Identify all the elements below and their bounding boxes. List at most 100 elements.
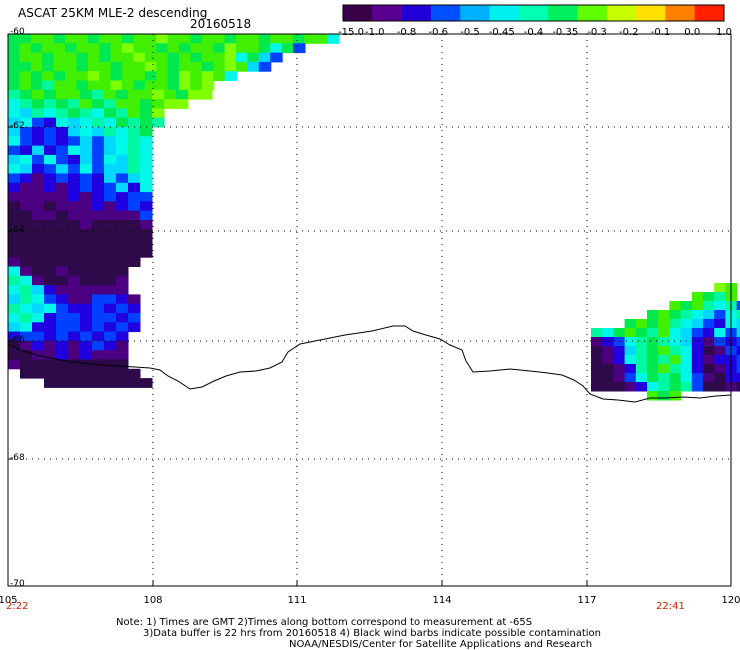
colorbar-swatch <box>489 5 520 21</box>
swath-cell <box>116 331 129 342</box>
swath-cell <box>32 164 45 174</box>
swath-cell <box>99 43 112 54</box>
swath-cell <box>293 43 306 54</box>
swath-cell <box>56 201 69 212</box>
swath-cell <box>80 313 93 323</box>
colorbar-swatch <box>401 5 432 21</box>
swath-cell <box>104 322 117 333</box>
swath-cell <box>68 89 81 100</box>
swath-cell <box>167 61 181 72</box>
swath-cell <box>122 61 135 72</box>
swath-cell <box>32 173 45 184</box>
swath-cell <box>53 34 67 44</box>
swath-cell <box>140 229 153 240</box>
lat-label: -68 <box>10 453 25 463</box>
swath-cell <box>44 192 57 202</box>
swath-cell <box>80 359 93 370</box>
swath-cell <box>42 71 55 81</box>
colorbar-swatch <box>665 5 696 21</box>
swath-cell <box>8 247 21 258</box>
swath-cell <box>8 173 21 184</box>
swath-cell <box>213 71 226 81</box>
swath-cell <box>736 310 740 320</box>
swath-cell <box>116 285 129 295</box>
swath-cell <box>179 43 192 54</box>
swath-cell <box>128 313 141 323</box>
swath-cell <box>669 310 682 320</box>
swath-cell <box>190 34 203 44</box>
swath-cell <box>44 99 57 109</box>
swath-cell <box>116 192 129 202</box>
colorbar-label: -0.45 <box>489 27 515 38</box>
swath-cell <box>68 331 81 342</box>
footnote-line-3: NOAA/NESDIS/Center for Satellite Applica… <box>289 639 593 650</box>
swath-cell <box>201 61 215 72</box>
swath-cell <box>647 319 659 329</box>
swath-cell <box>92 257 105 267</box>
swath-cell <box>647 382 659 392</box>
swath-cell <box>140 136 153 147</box>
swath-cell <box>104 164 117 174</box>
swath-cell <box>56 117 69 128</box>
swath-cell <box>104 201 117 212</box>
swath-cell <box>128 220 141 230</box>
swath-cell <box>736 373 740 383</box>
swath-cell <box>635 382 648 392</box>
swath-cell <box>68 145 81 156</box>
swath-cell <box>156 52 169 63</box>
swath-cell <box>42 80 55 91</box>
swath-cell <box>647 391 659 401</box>
swath-cell <box>714 382 726 392</box>
swath-cell <box>80 285 93 295</box>
swath-cell <box>44 303 57 314</box>
lon-label: 120 <box>721 595 740 606</box>
colorbar-label: 1.0 <box>716 27 732 38</box>
swath-cell <box>20 238 33 249</box>
swath-cell <box>703 346 715 356</box>
swath-cell <box>32 266 45 277</box>
swath-cell <box>53 61 67 72</box>
swath-cell <box>116 313 129 323</box>
swath-cell <box>116 294 129 305</box>
swath-cell <box>104 303 117 314</box>
swath-cell <box>32 303 45 314</box>
swath-cell <box>104 136 117 147</box>
swath-cell <box>44 89 57 100</box>
swath-cell <box>624 337 637 347</box>
swath-cell <box>20 266 33 277</box>
swath-cell <box>714 364 726 374</box>
swath-cell <box>56 322 69 333</box>
swath-cell <box>56 275 69 286</box>
footnote-line-1: Note: 1) Times are GMT 2)Times along bot… <box>116 617 533 628</box>
swath-cell <box>30 52 44 63</box>
swath-cell <box>30 61 44 72</box>
swath-cell <box>104 108 117 119</box>
swath-cell <box>128 164 141 174</box>
swath-cell <box>56 229 69 240</box>
swath-cell <box>80 164 93 174</box>
swath-cell <box>122 80 135 91</box>
swath-cell <box>20 164 33 174</box>
swath-cell <box>669 373 682 383</box>
swath-cell <box>658 373 670 383</box>
swath-cell <box>736 301 740 311</box>
swath-cell <box>691 328 704 338</box>
swath-cell <box>56 266 69 277</box>
swath-cell <box>691 310 704 320</box>
swath-cell <box>56 350 69 360</box>
swath-cell <box>53 43 67 54</box>
swath-cell <box>669 355 682 365</box>
swath-cell <box>258 43 272 54</box>
swath-cell <box>179 34 192 44</box>
colorbar-label: -0.2 <box>619 27 639 38</box>
swath-cell <box>80 108 93 119</box>
lon-label: 108 <box>143 595 163 606</box>
swath-cell <box>65 80 78 91</box>
swath-cell <box>56 303 69 314</box>
swath-cell <box>44 220 57 230</box>
swath-cell <box>65 61 78 72</box>
swath-cell <box>703 382 715 392</box>
swath-cell <box>116 145 129 156</box>
swath-cell <box>116 220 129 230</box>
swath-cell <box>32 331 45 342</box>
